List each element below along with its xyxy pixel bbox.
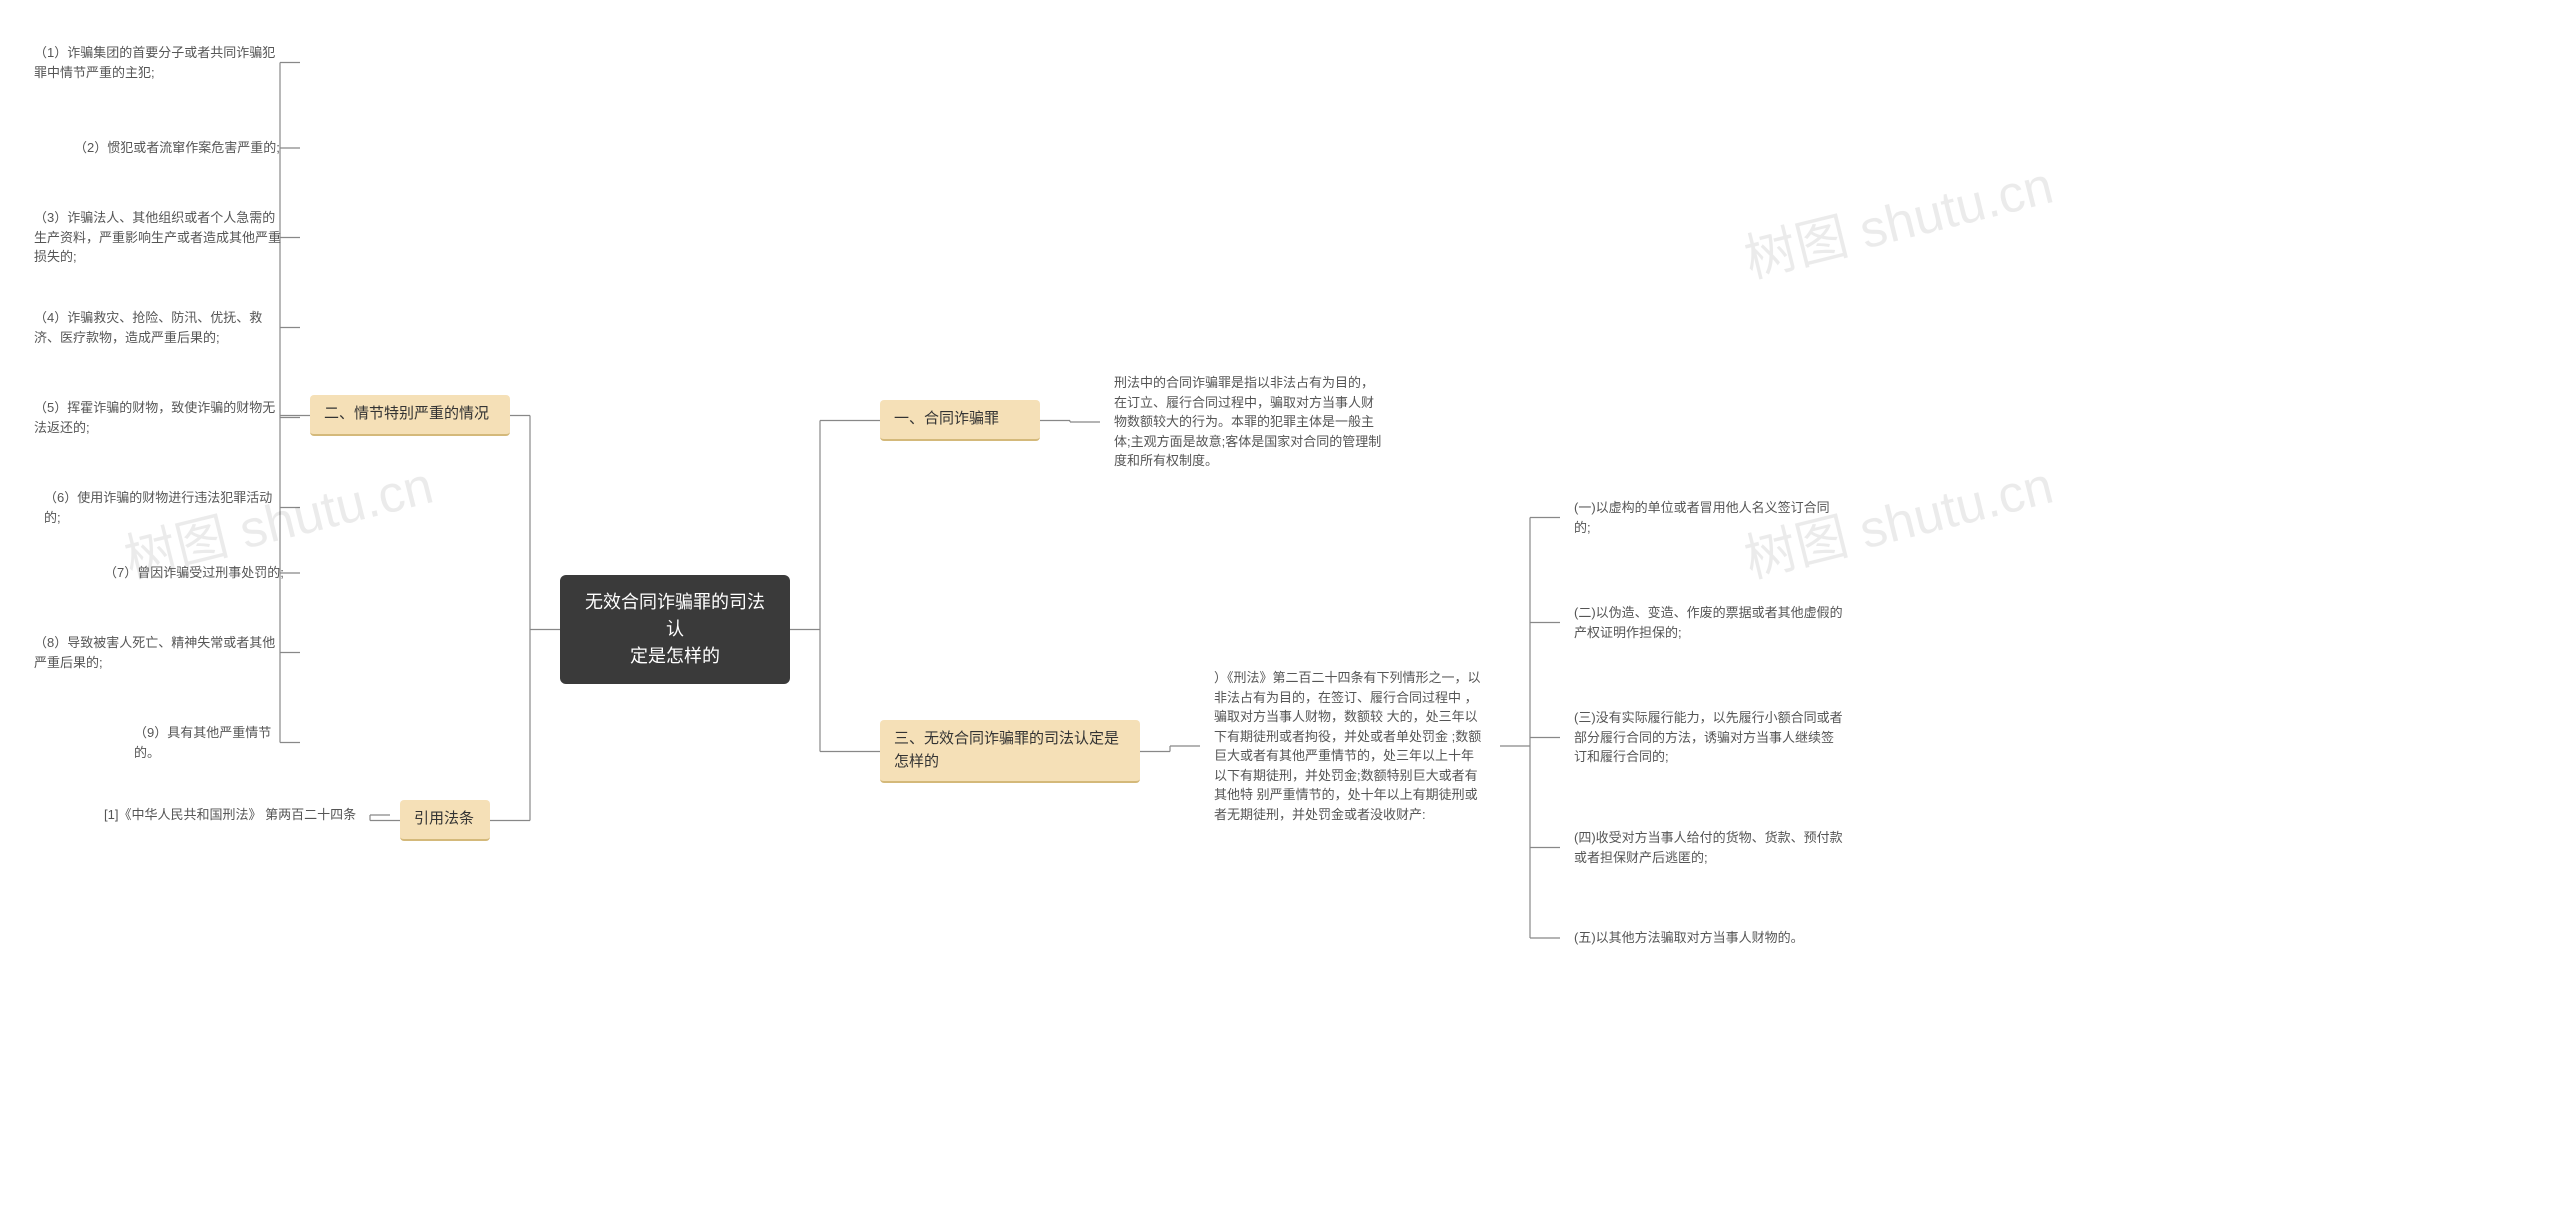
mindmap-root: 无效合同诈骗罪的司法认 定是怎样的	[560, 575, 790, 684]
leaf-node: （3）诈骗法人、其他组织或者个人急需的生产资料，严重影响生产或者造成其他严重损失…	[20, 200, 300, 275]
leaf-node: (一)以虚构的单位或者冒用他人名义签订合同的;	[1560, 490, 1860, 545]
branch-node: 三、无效合同诈骗罪的司法认定是 怎样的	[880, 720, 1140, 783]
branch-node: 引用法条	[400, 800, 490, 841]
watermark: 树图 shutu.cn	[1736, 143, 2060, 292]
branch-node: 二、情节特别严重的情况	[310, 395, 510, 436]
leaf-node: （1）诈骗集团的首要分子或者共同诈骗犯罪中情节严重的主犯;	[20, 35, 300, 90]
leaf-node: （5）挥霍诈骗的财物，致使诈骗的财物无法返还的;	[20, 390, 300, 445]
leaf-node: （8）导致被害人死亡、精神失常或者其他严重后果的;	[20, 625, 300, 680]
leaf-node: （6）使用诈骗的财物进行违法犯罪活动的;	[30, 480, 300, 535]
leaf-node: (三)没有实际履行能力，以先履行小额合同或者部分履行合同的方法，诱骗对方当事人继…	[1560, 700, 1860, 775]
leaf-node: (五)以其他方法骗取对方当事人财物的。	[1560, 920, 1860, 956]
leaf-node: [1]《中华人民共和国刑法》 第两百二十四条	[90, 797, 390, 833]
leaf-node: (二)以伪造、变造、作废的票据或者其他虚假的产权证明作担保的;	[1560, 595, 1860, 650]
leaf-node: （2）惯犯或者流窜作案危害严重的;	[60, 130, 300, 166]
leaf-node: （7）曾因诈骗受过刑事处罚的;	[90, 555, 300, 591]
leaf-node: (四)收受对方当事人给付的货物、货款、预付款或者担保财产后逃匿的;	[1560, 820, 1860, 875]
connector-layer	[0, 0, 2560, 1227]
leaf-node: 刑法中的合同诈骗罪是指以非法占有为目的，在订立、履行合同过程中，骗取对方当事人财…	[1100, 365, 1400, 479]
branch-node: 一、合同诈骗罪	[880, 400, 1040, 441]
leaf-node: （9）具有其他严重情节的。	[120, 715, 300, 770]
leaf-node: ）《刑法》第二百二十四条有下列情形之一，以非法占有为目的，在签订、履行合同过程中…	[1200, 660, 1500, 832]
leaf-node: （4）诈骗救灾、抢险、防汛、优抚、救济、医疗款物，造成严重后果的;	[20, 300, 300, 355]
